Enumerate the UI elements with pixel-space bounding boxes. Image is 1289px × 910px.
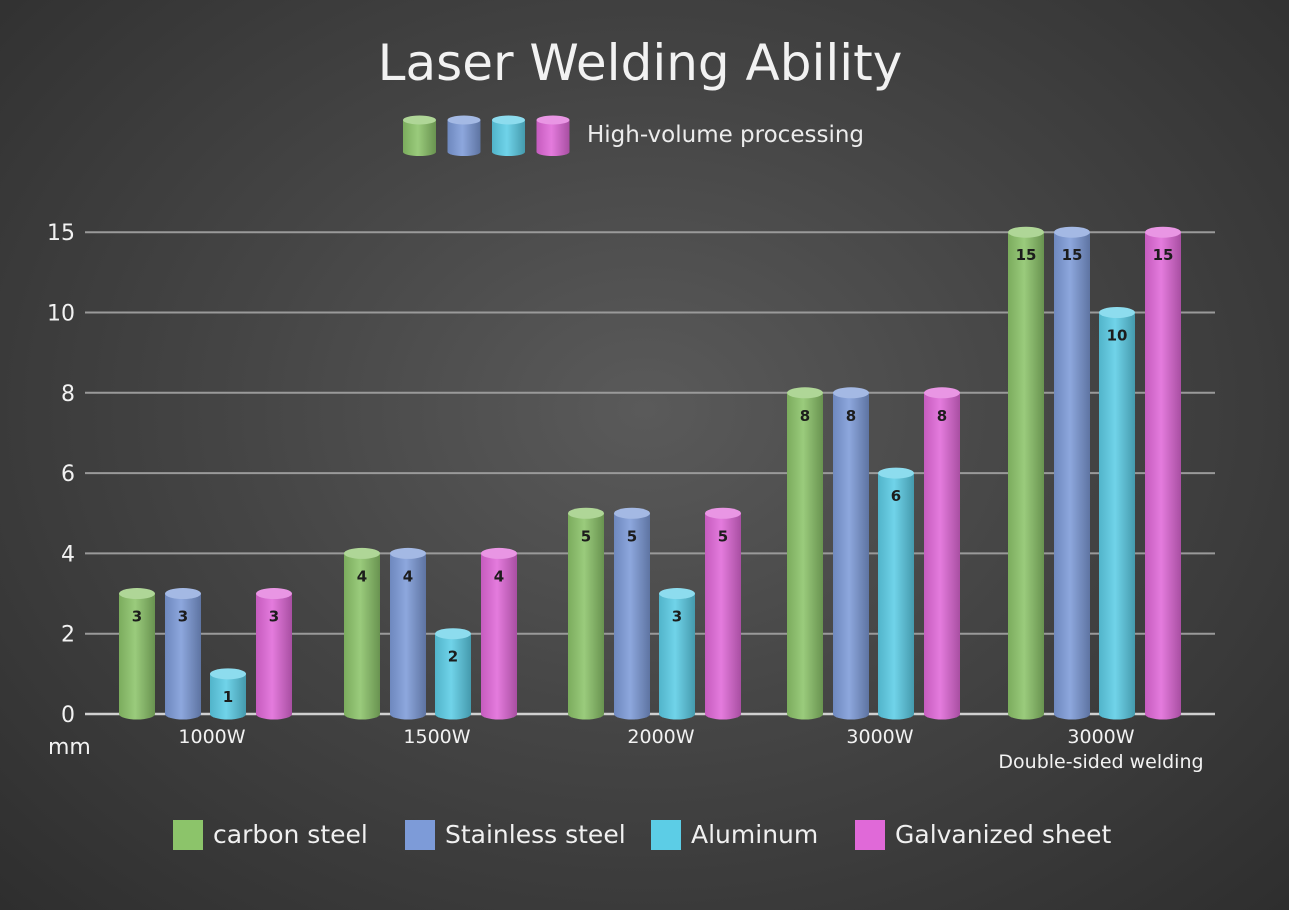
bar — [435, 628, 471, 720]
data-label: 6 — [891, 487, 901, 505]
bar — [833, 387, 869, 720]
data-label: 3 — [672, 608, 682, 626]
y-tick-label: 2 — [61, 623, 75, 648]
legend-swatch — [405, 820, 435, 850]
bar — [1054, 226, 1090, 720]
y-axis-unit: mm — [48, 735, 91, 760]
subtitle-cylinder-icons — [403, 115, 570, 156]
legend-item: Stainless steel — [405, 820, 626, 850]
legend-item: Galvanized sheet — [855, 820, 1111, 850]
legend-item: carbon steel — [173, 820, 368, 850]
cylinder-icon — [536, 115, 570, 156]
data-label: 4 — [403, 567, 413, 585]
data-label: 2 — [448, 648, 458, 666]
bar — [481, 547, 517, 720]
data-label: 3 — [178, 608, 188, 626]
bar — [614, 507, 650, 720]
legend: carbon steel Stainless steel Aluminum Galva… — [173, 820, 1111, 850]
bar — [568, 507, 604, 720]
bar — [119, 588, 155, 720]
data-label: 8 — [800, 407, 810, 425]
legend-label: Galvanized sheet — [895, 820, 1111, 849]
chart-subtitle: High-volume processing — [587, 122, 864, 148]
y-axis: 0 2 4 6 8 10 15 — [47, 221, 75, 728]
legend-item: Aluminum — [651, 820, 818, 850]
bar — [210, 668, 246, 720]
bar — [924, 387, 960, 720]
bars: 3 3 1 3 4 4 2 4 5 5 3 5 8 8 6 8 15 15 10 15 — [119, 226, 1181, 720]
data-label: 15 — [1153, 246, 1174, 264]
legend-swatch — [173, 820, 203, 850]
data-label: 15 — [1016, 246, 1037, 264]
data-label: 8 — [846, 407, 856, 425]
x-axis: 1000W 1500W 2000W 3000W 3000W Double-sided we… — [178, 726, 1203, 773]
data-label: 5 — [581, 527, 591, 545]
x-tick-label: 3000W — [846, 726, 913, 748]
legend-label: Aluminum — [691, 820, 818, 849]
data-label: 8 — [937, 407, 947, 425]
x-tick-label: 1500W — [403, 726, 470, 748]
y-tick-label: 15 — [47, 221, 75, 246]
data-label: 4 — [494, 567, 504, 585]
bar — [256, 588, 292, 720]
cylinder-icon — [492, 115, 525, 156]
data-label: 5 — [627, 527, 637, 545]
cylinder-icon — [403, 115, 436, 156]
x-tick-label: 1000W — [178, 726, 245, 748]
y-tick-label: 8 — [61, 382, 75, 407]
legend-swatch — [855, 820, 885, 850]
y-tick-label: 6 — [61, 462, 75, 487]
data-label: 4 — [357, 567, 367, 585]
cylinder-icon — [447, 115, 481, 156]
data-label: 1 — [223, 688, 233, 706]
bar — [344, 547, 380, 720]
data-label: 5 — [718, 527, 728, 545]
y-tick-label: 10 — [47, 302, 75, 327]
y-tick-label: 0 — [61, 703, 75, 728]
bar — [705, 507, 741, 720]
bar — [1008, 226, 1044, 720]
data-label: 3 — [269, 608, 279, 626]
bar — [165, 588, 201, 720]
y-tick-label: 4 — [61, 542, 75, 567]
data-label: 10 — [1107, 327, 1128, 345]
x-tick-label: Double-sided welding — [998, 751, 1203, 773]
legend-label: carbon steel — [213, 820, 368, 849]
bar — [878, 467, 914, 720]
x-tick-label: 2000W — [627, 726, 694, 748]
bar — [659, 588, 695, 720]
bar — [390, 547, 426, 720]
bar — [1145, 226, 1181, 720]
data-label: 3 — [132, 608, 142, 626]
bar — [1099, 307, 1135, 720]
data-label: 15 — [1062, 246, 1083, 264]
legend-label: Stainless steel — [445, 820, 626, 849]
chart-title: Laser Welding Ability — [378, 34, 903, 92]
bar — [787, 387, 823, 720]
legend-swatch — [651, 820, 681, 850]
x-tick-label: 3000W — [1067, 726, 1134, 748]
